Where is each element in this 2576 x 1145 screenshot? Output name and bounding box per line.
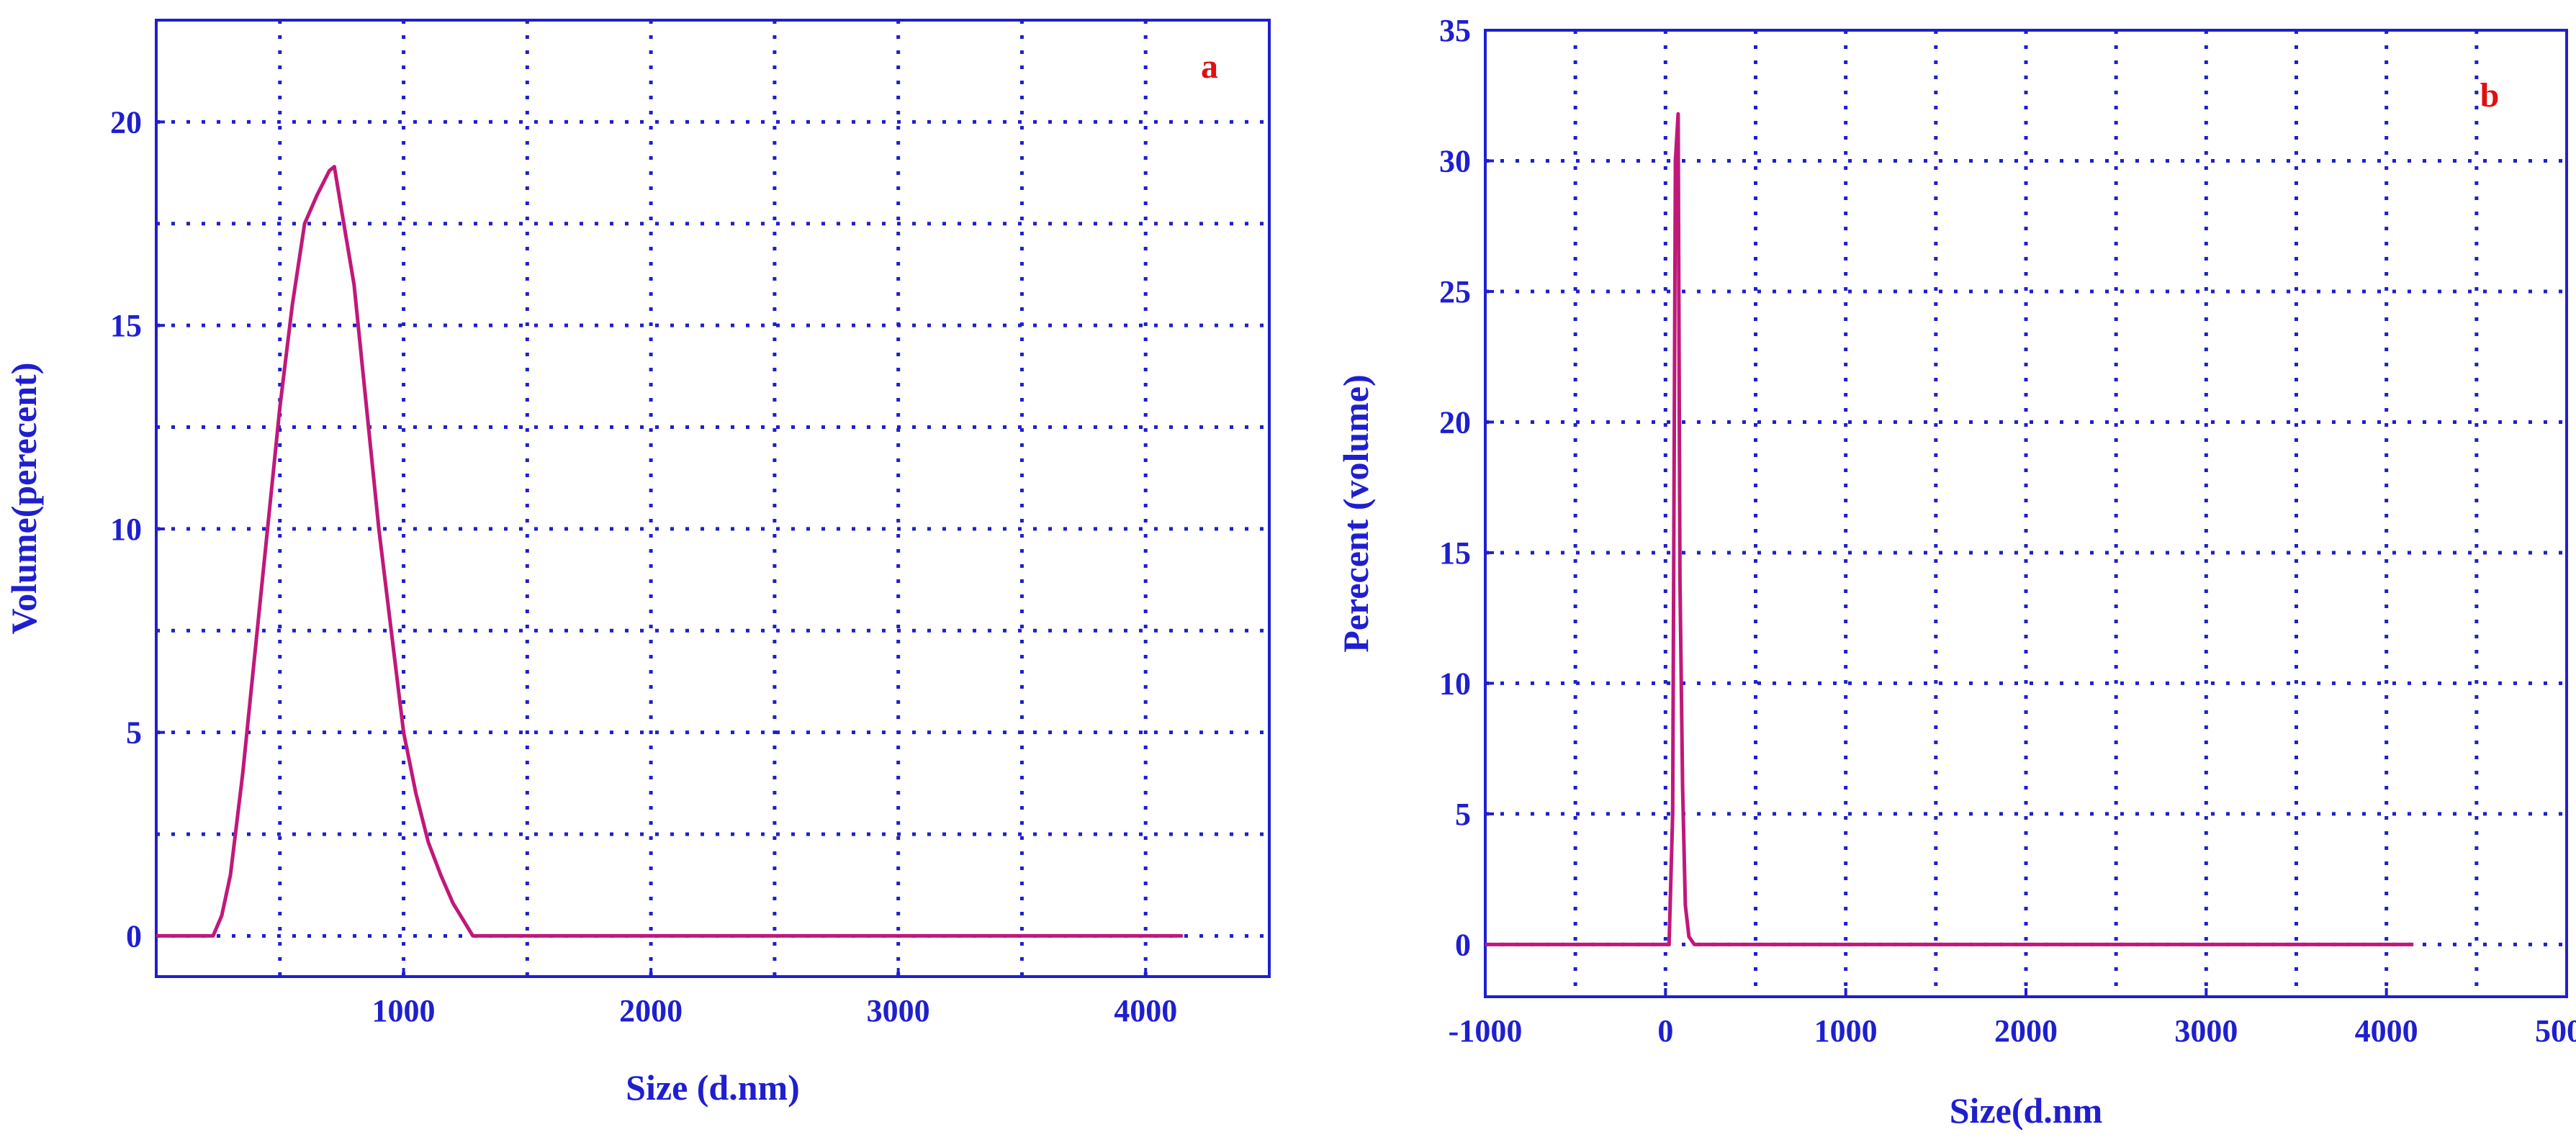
y-tick-label: 35 bbox=[1439, 13, 1471, 48]
y-axis-label: Volume(perecent) bbox=[4, 363, 44, 635]
x-tick-label: -1000 bbox=[1449, 1013, 1523, 1049]
y-axis-label: Perecent (volume) bbox=[1336, 374, 1376, 652]
x-tick-label: 4000 bbox=[2355, 1013, 2418, 1049]
x-tick-label: 2000 bbox=[1994, 1013, 2058, 1049]
y-tick-label: 20 bbox=[110, 104, 142, 140]
y-tick-label: 30 bbox=[1439, 143, 1471, 178]
plot-frame bbox=[1484, 29, 2568, 998]
panel-label: b bbox=[2480, 76, 2500, 114]
x-tick-label: 3000 bbox=[867, 993, 930, 1028]
gridlines bbox=[1485, 30, 2567, 997]
gridlines bbox=[156, 20, 1269, 977]
x-tick-label: 4000 bbox=[1114, 993, 1177, 1028]
x-tick-label: 2000 bbox=[619, 993, 683, 1028]
series-line bbox=[156, 165, 1183, 938]
y-tick-label: 10 bbox=[1439, 666, 1471, 701]
panel-label: a bbox=[1201, 47, 1218, 86]
x-tick-label: 1000 bbox=[372, 993, 436, 1028]
y-tick-label: 0 bbox=[126, 918, 142, 954]
x-tick-label: 3000 bbox=[2174, 1013, 2238, 1049]
plot-frame bbox=[155, 19, 1271, 978]
y-tick-label: 10 bbox=[110, 512, 142, 547]
x-tick-label: 1000 bbox=[1814, 1013, 1878, 1049]
x-axis-label: Size (d.nm) bbox=[626, 1067, 800, 1108]
y-tick-label: 15 bbox=[1439, 535, 1471, 571]
chart-panel-a: 1000 2000 3000 4000 0 5 10 15 20 Size (d.nm) Volum… bbox=[4, 19, 1271, 1108]
y-tick-label: 0 bbox=[1455, 927, 1471, 962]
y-tick-label: 15 bbox=[110, 308, 142, 343]
y-tick-label: 5 bbox=[1455, 797, 1471, 832]
x-tick-label: 0 bbox=[1657, 1013, 1673, 1049]
y-tick-label: 5 bbox=[126, 715, 142, 751]
y-tick-label: 20 bbox=[1439, 404, 1471, 440]
y-tick-label: 25 bbox=[1439, 274, 1471, 309]
x-axis-label: Size(d.nm bbox=[1950, 1090, 2103, 1131]
series-line bbox=[1485, 112, 2414, 946]
